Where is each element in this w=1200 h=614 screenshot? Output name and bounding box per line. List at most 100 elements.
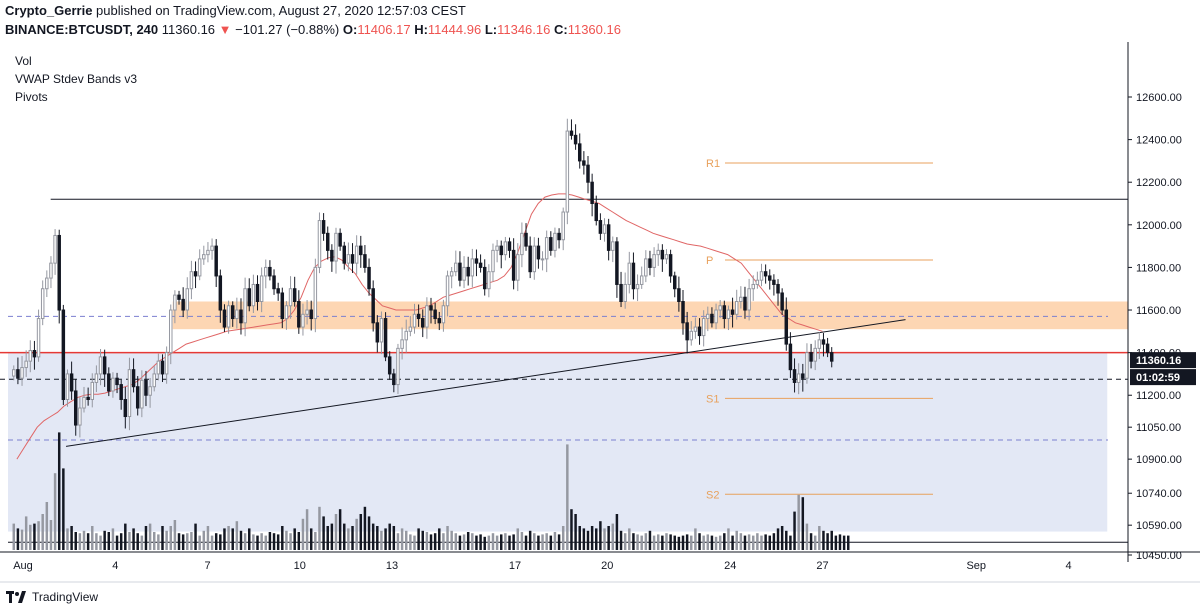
candle-body [656, 249, 660, 256]
candle-body [825, 343, 830, 354]
candle-body [416, 313, 421, 320]
candle-body [102, 356, 107, 375]
candle-body [230, 305, 235, 320]
candle [24, 350, 28, 377]
volume-bar [140, 535, 144, 550]
y-tick-label: 11800.00 [1136, 262, 1181, 274]
y-tick-label: 12200.00 [1136, 177, 1182, 189]
candle-body [644, 258, 648, 277]
high-label: H: [414, 22, 428, 37]
publish-line: Crypto_Gerrie published on TradingView.c… [5, 3, 466, 18]
candle-body [569, 130, 574, 136]
candle-body [454, 262, 458, 273]
candle [148, 377, 152, 408]
candle-body [268, 266, 272, 277]
volume-bar [834, 535, 838, 550]
candle-body [466, 266, 470, 277]
candle [69, 361, 74, 400]
y-tick-label: 10740.00 [1136, 488, 1182, 500]
volume-bar [615, 514, 619, 550]
volume-bar [491, 533, 495, 550]
candle-body [396, 347, 400, 386]
volume-bar [91, 526, 94, 550]
indicator-pivots[interactable]: Pivots [15, 90, 48, 104]
volume-bar [669, 534, 672, 550]
candle [689, 321, 694, 346]
candle [586, 156, 590, 194]
candle [396, 343, 400, 394]
candle [664, 249, 669, 265]
tradingview-logo[interactable]: TradingView [6, 590, 98, 604]
candle [768, 269, 772, 290]
indicator-vol[interactable]: Vol [15, 54, 32, 68]
candle [338, 228, 342, 251]
volume-bar [363, 506, 367, 550]
candle-body [792, 369, 797, 383]
candle [86, 387, 90, 406]
volume-bar [136, 533, 139, 550]
candle [98, 349, 103, 386]
candle [206, 242, 210, 263]
candle-body [458, 262, 462, 281]
volume-bar [545, 533, 548, 550]
candle-body [710, 313, 714, 324]
pivot-label-s1: S1 [706, 393, 719, 405]
candle [342, 241, 346, 270]
candle-body [251, 283, 256, 307]
candle-body [449, 271, 454, 277]
candle [606, 218, 611, 261]
candle [193, 261, 198, 289]
candle-body [226, 305, 231, 328]
candle-body [74, 390, 78, 426]
volume-bar [144, 526, 148, 550]
candle-body [164, 352, 169, 375]
candle-body [652, 254, 656, 268]
volume-bar [735, 530, 738, 550]
volume-bar [359, 514, 363, 550]
price-chart[interactable]: R1 P S1 S2 10450.00 10590.00 10740.00 10900.00 1… [0, 42, 1200, 584]
author-name[interactable]: Crypto_Gerrie [5, 3, 93, 18]
candle-body [94, 373, 99, 383]
volume-bar [421, 530, 424, 550]
candle-body [697, 326, 702, 337]
candle-body [28, 349, 33, 362]
candle [115, 372, 119, 394]
volume-bar [466, 532, 470, 550]
y-tick-label: 12400.00 [1136, 135, 1182, 147]
current-price-label: 11360.16 [1136, 355, 1181, 367]
symbol-label[interactable]: BINANCE:BTCUSDT, 240 [5, 22, 159, 37]
close-label: C: [553, 22, 568, 37]
candle [57, 229, 61, 324]
candle [710, 307, 714, 328]
candle [239, 298, 243, 335]
x-tick-label: 10 [294, 560, 306, 572]
candle-body [16, 369, 20, 379]
volume-bar [334, 514, 338, 550]
candle-body [474, 258, 479, 264]
candle [639, 266, 644, 289]
candle-body [371, 288, 375, 324]
candle [317, 212, 322, 274]
candle-body [768, 275, 772, 281]
candle [123, 386, 128, 429]
candle-body [421, 318, 425, 328]
candle-body [330, 249, 334, 262]
candle-body [408, 326, 413, 332]
indicator-vwap[interactable]: VWAP Stdev Bands v3 [15, 72, 138, 86]
candle-body [817, 339, 822, 349]
candle-body [540, 258, 545, 261]
candle-body [169, 309, 173, 354]
candle-body [297, 301, 301, 328]
candle-body [611, 241, 615, 251]
high-value: 11444.96 [427, 22, 482, 37]
volume-bar [847, 535, 850, 550]
candle [466, 256, 470, 286]
volume-bar [830, 530, 833, 550]
candle [383, 312, 388, 362]
candle-body [12, 369, 16, 377]
candle-body [730, 309, 735, 315]
candle-body [111, 377, 115, 392]
candle [425, 297, 429, 339]
candle [359, 235, 363, 268]
candle-body [586, 164, 590, 183]
